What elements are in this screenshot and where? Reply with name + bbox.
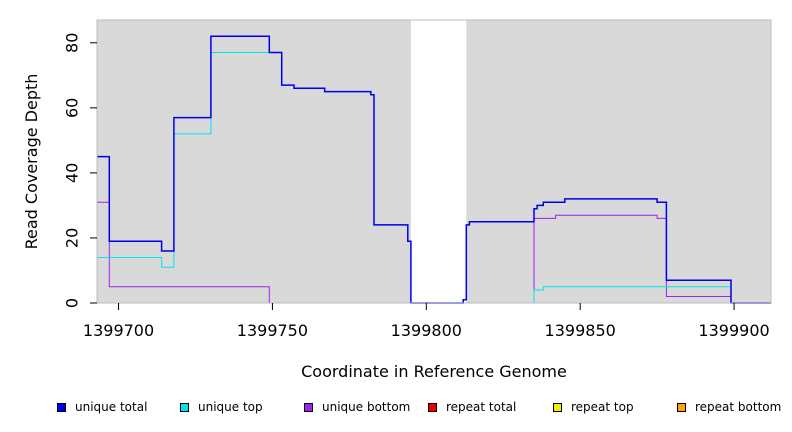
legend-item-repeat-bottom: repeat bottom: [677, 400, 781, 414]
x-tick-label: 1399850: [545, 321, 616, 340]
legend-swatch: [304, 402, 313, 412]
x-tick-label: 1399800: [391, 321, 462, 340]
legend-label: repeat top: [571, 400, 634, 414]
coverage-chart: 1399700 1399750 1399800 1399850 1399900 0 20 4…: [22, 19, 772, 381]
x-tick-label: 1399700: [83, 321, 154, 340]
y-axis-label: Read Coverage Depth: [22, 74, 41, 250]
series-unique-bottom-line: [97, 201, 771, 304]
x-tick-label: 1399900: [698, 321, 769, 340]
legend-swatch: [428, 402, 437, 412]
legend-item-unique-top: unique top: [180, 400, 263, 414]
legend-item-repeat-total: repeat total: [428, 400, 516, 414]
y-tick-label: 40: [63, 163, 82, 183]
legend-item-unique-bottom: unique bottom: [304, 400, 410, 414]
legend-swatch: [553, 402, 562, 412]
y-tick-label: 60: [63, 98, 82, 118]
excluded-region: [410, 20, 467, 303]
legend-label: repeat total: [446, 400, 517, 414]
legend-label: unique total: [75, 400, 148, 414]
legend-swatch: [180, 402, 189, 412]
plot-frame: [96, 19, 772, 304]
y-tick-label: 80: [63, 33, 82, 53]
legend-swatch: [57, 402, 66, 412]
x-axis: 1399700 1399750 1399800 1399850 1399900: [83, 303, 770, 340]
y-tick-label: 20: [63, 228, 82, 248]
y-tick-label: 0: [63, 298, 82, 308]
y-axis: 0 20 40 60 80: [63, 33, 97, 308]
x-axis-label: Coordinate in Reference Genome: [301, 362, 567, 381]
legend: unique total unique top unique bottom repea…: [0, 400, 792, 420]
legend-item-repeat-top: repeat top: [553, 400, 634, 414]
legend-swatch: [677, 402, 686, 412]
legend-label: unique bottom: [322, 400, 411, 414]
x-tick-label: 1399750: [237, 321, 308, 340]
legend-label: repeat bottom: [695, 400, 782, 414]
legend-label: unique top: [198, 400, 263, 414]
legend-item-unique-total: unique total: [57, 400, 147, 414]
